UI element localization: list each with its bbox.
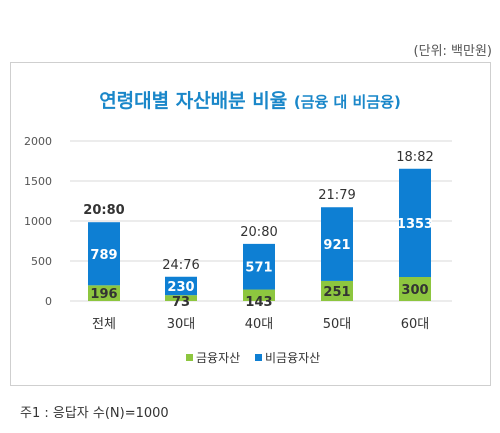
x-tick-label: 60대 xyxy=(401,317,430,332)
value-label-financial: 196 xyxy=(90,287,117,302)
bar-financial xyxy=(399,277,431,301)
value-label-non-financial: 1353 xyxy=(397,217,433,232)
chart-title-sub: (금융 대 비금융) xyxy=(293,93,401,111)
value-label-non-financial: 789 xyxy=(90,248,117,263)
bar-financial xyxy=(88,285,120,301)
bar-financial xyxy=(243,289,275,301)
value-label-financial: 73 xyxy=(172,295,190,310)
ratio-label: 21:79 xyxy=(318,188,355,203)
y-tick-label: 1500 xyxy=(24,175,52,188)
value-label-non-financial: 921 xyxy=(323,238,350,253)
y-tick-label: 500 xyxy=(31,255,52,268)
bar-financial xyxy=(165,295,197,301)
legend-label: 금융자산 xyxy=(196,351,240,365)
x-tick-label: 전체 xyxy=(92,317,116,332)
chart-title: 연령대별 자산배분 비율 (금융 대 비금융) xyxy=(0,86,500,113)
bar-financial xyxy=(321,280,353,301)
value-label-financial: 143 xyxy=(245,295,272,310)
x-tick-label: 50대 xyxy=(323,317,352,332)
y-tick-label: 0 xyxy=(45,295,52,308)
ratio-label: 20:80 xyxy=(83,203,124,218)
unit-label: (단위: 백만원) xyxy=(413,44,492,59)
x-tick-label: 40대 xyxy=(245,317,274,332)
bar-non-financial xyxy=(321,207,353,281)
bar-non-financial xyxy=(243,243,275,290)
y-tick-label: 1000 xyxy=(24,215,52,228)
bar-non-financial xyxy=(88,222,120,286)
x-tick-label: 30대 xyxy=(167,317,196,332)
ratio-label: 24:76 xyxy=(162,258,199,273)
bar-non-financial xyxy=(165,276,197,296)
bar-non-financial xyxy=(399,168,431,277)
legend-swatch xyxy=(255,354,262,361)
value-label-financial: 300 xyxy=(401,283,428,298)
value-label-non-financial: 571 xyxy=(245,261,272,276)
legend-label: 비금융자산 xyxy=(265,351,320,365)
value-label-financial: 251 xyxy=(323,285,350,300)
footnote: 주1 : 응답자 수(N)=1000 xyxy=(20,406,169,421)
chart-title-main: 연령대별 자산배분 비율 xyxy=(99,90,288,112)
value-label-non-financial: 230 xyxy=(167,280,194,295)
legend-swatch xyxy=(186,354,193,361)
ratio-label: 18:82 xyxy=(396,150,433,165)
ratio-label: 20:80 xyxy=(240,225,277,240)
y-tick-label: 2000 xyxy=(24,135,52,148)
